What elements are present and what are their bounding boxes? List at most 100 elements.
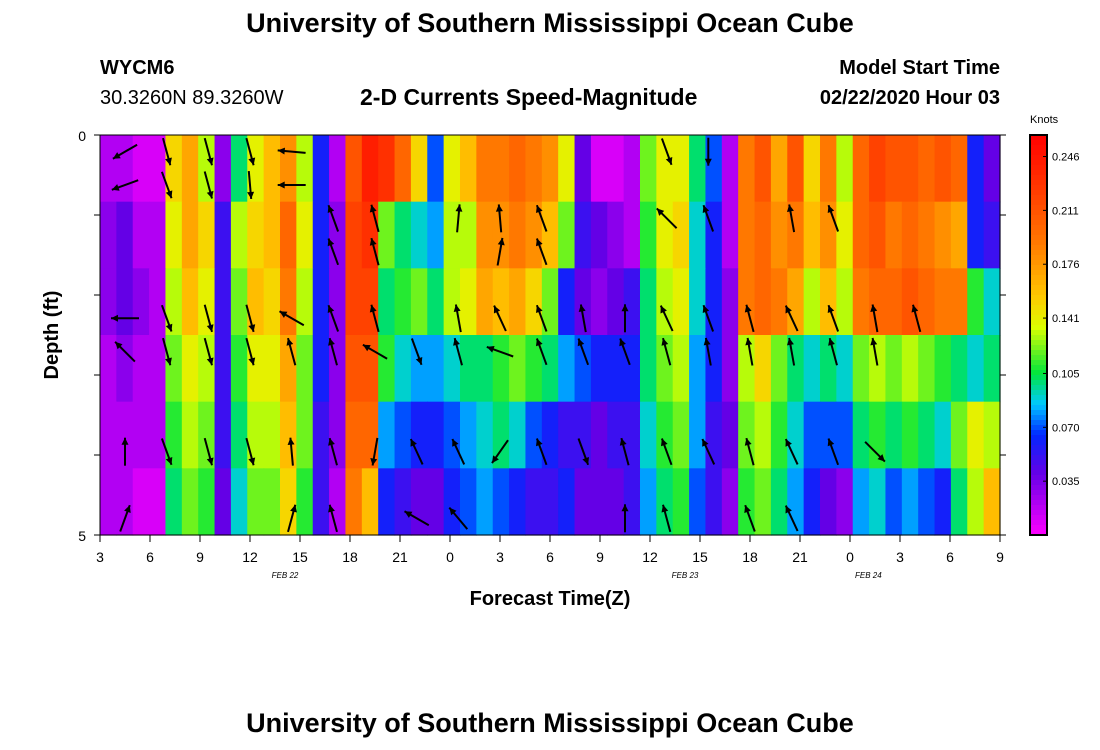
vector-arrowhead: [785, 305, 792, 314]
heatmap-cell: [443, 468, 461, 536]
vector-arrowhead: [455, 204, 463, 212]
heatmap-cell: [263, 201, 281, 269]
heatmap-cell: [950, 135, 968, 203]
heatmap-cell: [410, 268, 428, 336]
heatmap-cell: [492, 468, 510, 536]
heatmap-cell: [329, 468, 347, 536]
colorbar-segment: [1030, 470, 1047, 476]
heatmap-cell: [836, 201, 854, 269]
heatmap-cell: [836, 468, 854, 536]
heatmap-cell: [296, 401, 314, 469]
colorbar-segment: [1030, 510, 1047, 516]
x-tick-label: 3: [896, 549, 904, 565]
colorbar-segment: [1030, 420, 1047, 426]
vector-arrowhead: [536, 305, 543, 313]
heatmap-cell: [509, 335, 527, 403]
heatmap-cell: [689, 135, 707, 203]
colorbar-segment: [1030, 495, 1047, 501]
heatmap-cell: [509, 135, 527, 203]
heatmap-cell: [607, 135, 625, 203]
colorbar-segment: [1030, 295, 1047, 301]
heatmap-cell: [410, 468, 428, 536]
vector-arrowhead: [486, 346, 495, 353]
heatmap-cell: [132, 201, 150, 269]
heatmap-cell: [803, 201, 821, 269]
heatmap-cell: [116, 468, 134, 536]
heatmap-cell: [623, 401, 641, 469]
colorbar-segment: [1030, 300, 1047, 306]
heatmap-cell: [230, 201, 248, 269]
colorbar-tick-label: 0.070: [1052, 422, 1080, 434]
colorbar-segment: [1030, 345, 1047, 351]
heatmap-cell: [901, 401, 919, 469]
heatmap-cell: [770, 201, 788, 269]
heatmap-cell: [721, 401, 739, 469]
heatmap-cell: [296, 335, 314, 403]
heatmap-cell: [574, 401, 592, 469]
heatmap-cell: [934, 201, 952, 269]
colorbar-segment: [1030, 430, 1047, 436]
colorbar-tick-label: 0.246: [1052, 152, 1080, 164]
heatmap-cell: [590, 201, 608, 269]
colorbar-segment: [1030, 230, 1047, 236]
heatmap-cell: [852, 401, 870, 469]
heatmap-cell: [149, 401, 167, 469]
vector-arrowhead: [206, 324, 214, 332]
heatmap-cell: [885, 335, 903, 403]
vector-arrowhead: [165, 323, 173, 332]
heatmap-cell: [590, 401, 608, 469]
x-tick-label: 9: [196, 549, 204, 565]
y-tick-label: 5: [78, 528, 86, 544]
heatmap-cell: [214, 201, 232, 269]
vector-arrowhead: [665, 157, 673, 165]
vector-arrowhead: [415, 357, 423, 365]
colorbar-segment: [1030, 210, 1047, 216]
vector-arrowhead: [661, 438, 668, 447]
heatmap-cell: [607, 335, 625, 403]
heatmap-cell: [770, 135, 788, 203]
heatmap-cell: [263, 401, 281, 469]
heatmap-cell: [312, 268, 330, 336]
heatmap-cell: [509, 268, 527, 336]
heatmap-cell: [361, 135, 379, 203]
heatmap-cell: [345, 468, 363, 536]
vector-arrowhead: [492, 455, 499, 464]
x-tick-label: 6: [546, 549, 554, 565]
colorbar-tick-label: 0.211: [1052, 205, 1079, 217]
colorbar-tick-label: 0.176: [1052, 259, 1080, 271]
vector-arrowhead: [165, 190, 173, 199]
heatmap-cell: [754, 201, 772, 269]
heatmap-cell: [460, 201, 477, 269]
vector-arrowhead: [369, 238, 377, 246]
vector-arrowhead: [577, 338, 585, 347]
heatmap-cell: [116, 135, 134, 203]
heatmap-cell: [116, 401, 134, 469]
colorbar-segment: [1030, 520, 1047, 526]
colorbar-segment: [1030, 145, 1047, 151]
heatmap-cell: [427, 268, 445, 336]
heatmap-cell: [820, 135, 837, 203]
heatmap-cell: [214, 401, 232, 469]
vector-arrowhead: [827, 205, 835, 213]
heatmap-cell: [149, 135, 167, 203]
vector-arrowhead: [827, 438, 835, 447]
heatmap-cell: [116, 268, 134, 336]
heatmap-cell: [705, 401, 723, 469]
vector-arrowhead: [702, 205, 710, 213]
x-tick-label: 0: [446, 549, 454, 565]
heatmap-cell: [721, 135, 739, 203]
heatmap-cell: [345, 335, 363, 403]
colorbar-segment: [1030, 190, 1047, 196]
heatmap-cell: [378, 335, 396, 403]
heatmap-cell: [672, 135, 690, 203]
colorbar-segment: [1030, 355, 1047, 361]
colorbar-segment: [1030, 440, 1047, 446]
heatmap-cell: [983, 135, 1001, 203]
heatmap-cell: [443, 401, 461, 469]
heatmap-cell: [410, 201, 428, 269]
colorbar-segment: [1030, 315, 1047, 321]
x-tick-label: 0: [846, 549, 854, 565]
vector-arrowhead: [111, 184, 120, 191]
vector-arrowhead: [582, 457, 589, 465]
